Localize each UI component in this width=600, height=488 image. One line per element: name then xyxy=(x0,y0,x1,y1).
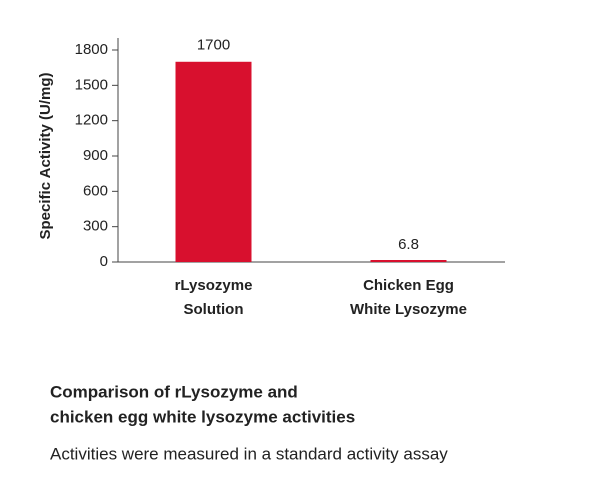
x-tick-label: rLysozyme xyxy=(175,277,253,294)
y-tick-label: 300 xyxy=(83,218,108,235)
y-tick-label: 900 xyxy=(83,147,108,164)
y-tick-label: 1500 xyxy=(75,76,108,93)
y-axis-label: Specific Activity (U/mg) xyxy=(37,73,54,240)
x-tick-label: Chicken Egg xyxy=(363,277,454,294)
caption-text: Activities were measured in a standard a… xyxy=(50,444,448,463)
value-label: 1700 xyxy=(197,37,230,54)
caption-title: chicken egg white lysozyme activities xyxy=(50,407,355,426)
bar xyxy=(175,61,252,263)
bar xyxy=(370,260,447,262)
y-tick-label: 0 xyxy=(100,253,108,270)
x-tick-label: Solution xyxy=(184,301,244,318)
caption-title: Comparison of rLysozyme and xyxy=(50,382,298,401)
y-tick-label: 600 xyxy=(83,182,108,199)
y-tick-label: 1200 xyxy=(75,112,108,129)
x-tick-label: White Lysozyme xyxy=(350,301,467,318)
y-tick-label: 1800 xyxy=(75,41,108,58)
value-label: 6.8 xyxy=(398,236,419,253)
